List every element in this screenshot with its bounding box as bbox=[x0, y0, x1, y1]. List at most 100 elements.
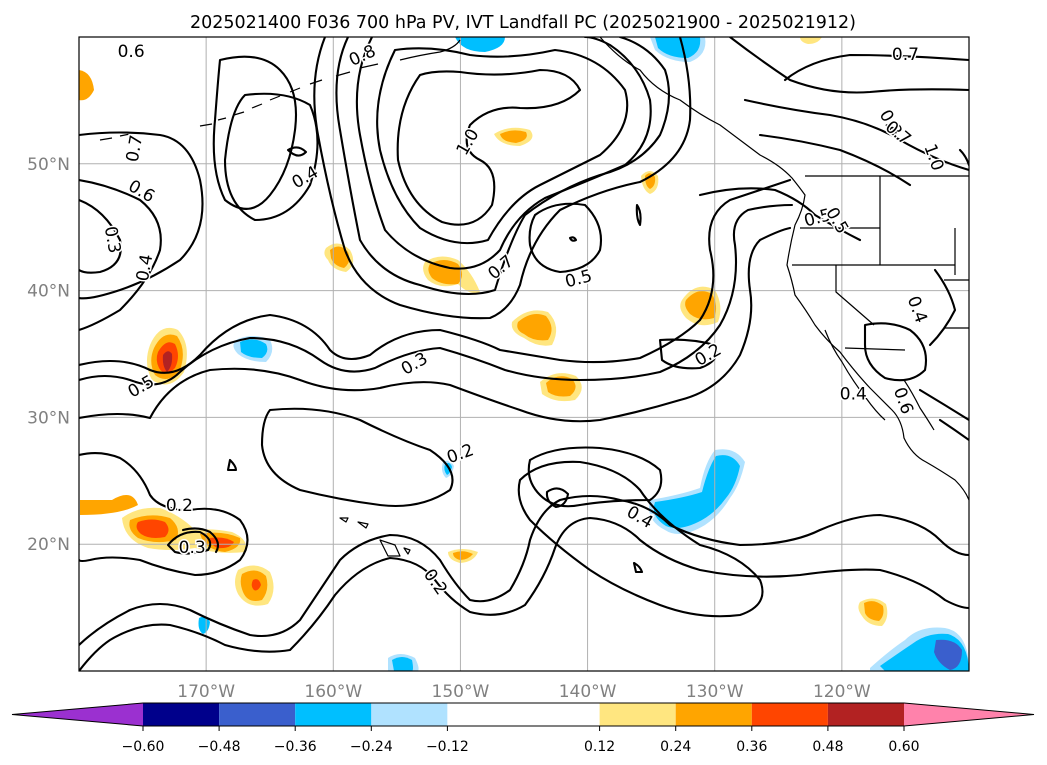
pv-contour bbox=[863, 322, 927, 382]
pv-contour-lines bbox=[79, 37, 969, 671]
colorbar-extend-low bbox=[12, 703, 143, 726]
colorbar-tick-label: −0.12 bbox=[426, 739, 469, 755]
colorbar-tick-label: −0.24 bbox=[350, 739, 393, 755]
pv-contour bbox=[527, 446, 663, 508]
state-boundary bbox=[844, 347, 906, 351]
colorbar-segment bbox=[599, 703, 676, 726]
colorbar-tick-label: 0.60 bbox=[888, 739, 919, 755]
coastline-boundaries bbox=[99, 37, 969, 557]
colorbar-segment bbox=[219, 703, 296, 726]
x-tick-label: 170°W bbox=[177, 682, 235, 702]
pv-contour bbox=[938, 418, 969, 442]
pv-contour bbox=[166, 530, 212, 555]
shaded-anomaly-patches bbox=[79, 37, 969, 671]
pv-contour bbox=[79, 452, 249, 577]
y-tick-label: 20°N bbox=[27, 535, 70, 555]
coastline bbox=[99, 133, 131, 141]
pv-contour bbox=[376, 47, 629, 245]
colorbar-tick-label: 0.12 bbox=[584, 739, 615, 755]
pv-contour bbox=[758, 133, 912, 187]
map-gridlines bbox=[79, 37, 969, 671]
pv-contour bbox=[517, 460, 764, 618]
pv-contour bbox=[286, 146, 308, 157]
pv-contour bbox=[335, 37, 671, 296]
pv-contour bbox=[260, 407, 454, 508]
pv-contour bbox=[635, 203, 642, 227]
pv-contour bbox=[79, 226, 792, 423]
pv-contour bbox=[632, 561, 644, 574]
map-frame bbox=[78, 36, 970, 672]
x-tick-label: 150°W bbox=[432, 682, 490, 702]
x-tick-label: 120°W bbox=[813, 682, 871, 702]
colorbar-segment bbox=[751, 703, 828, 726]
contour-label: 0.7 bbox=[892, 45, 919, 65]
pv-contour bbox=[226, 458, 238, 472]
contour-label: 0.3 bbox=[100, 225, 124, 255]
pv-contour bbox=[79, 178, 792, 374]
pv-contour bbox=[396, 68, 582, 226]
coastline bbox=[903, 379, 935, 431]
positive-anomaly-patch bbox=[79, 37, 888, 626]
colorbar-tick-label: 0.48 bbox=[812, 739, 843, 755]
colorbar-ticks: −0.60 −0.48 −0.36 −0.24 −0.12 0.12 0.24 … bbox=[122, 739, 920, 755]
pv-contour bbox=[783, 53, 969, 82]
pv-contour bbox=[79, 198, 122, 274]
colorbar-tick-label: −0.48 bbox=[198, 739, 241, 755]
y-axis-ticks: 20°N 30°N 40°N 50°N bbox=[27, 155, 70, 555]
x-tick-label: 130°W bbox=[686, 682, 744, 702]
pv-contour bbox=[313, 37, 692, 320]
contour-label: 0.6 bbox=[118, 42, 145, 62]
pv-contour bbox=[223, 92, 319, 222]
pv-contour bbox=[658, 338, 718, 370]
pv-contour bbox=[728, 37, 969, 94]
pv-contour bbox=[79, 131, 204, 300]
pv-contour bbox=[79, 516, 969, 671]
map-area: 0.6 0.80.70.6 0.41.00.30.4 0.7 0.50.50.3 0.20… bbox=[79, 37, 969, 671]
pv-contour bbox=[928, 268, 957, 347]
pv-contour bbox=[79, 203, 794, 386]
island-chain bbox=[199, 63, 379, 127]
colorbar-segment bbox=[447, 703, 600, 726]
pv-contour bbox=[743, 98, 969, 172]
island bbox=[403, 547, 411, 555]
pv-contour bbox=[79, 178, 162, 332]
y-tick-label: 50°N bbox=[27, 155, 70, 175]
coastline bbox=[399, 39, 461, 61]
colorbar-segment bbox=[675, 703, 752, 726]
y-tick-label: 30°N bbox=[27, 408, 70, 428]
island bbox=[339, 517, 349, 523]
y-tick-label: 40°N bbox=[27, 282, 70, 302]
colorbar-tick-label: −0.60 bbox=[122, 739, 165, 755]
island bbox=[357, 521, 369, 529]
colorbar-tick-label: 0.24 bbox=[660, 739, 691, 755]
colorbar-tick-label: −0.36 bbox=[274, 739, 317, 755]
coastline bbox=[599, 37, 969, 501]
contour-label: 0.4 bbox=[840, 385, 867, 405]
x-axis-ticks: 170°W 160°W 150°W 140°W 130°W 120°W bbox=[177, 682, 871, 702]
colorbar-tick-label: 0.36 bbox=[736, 739, 767, 755]
pv-contour bbox=[568, 236, 578, 242]
coastline bbox=[824, 329, 886, 421]
x-tick-label: 140°W bbox=[559, 682, 617, 702]
state-boundary bbox=[835, 265, 875, 326]
pv-contour bbox=[355, 37, 652, 270]
contour-label: 0.3 bbox=[179, 538, 206, 558]
pv-contour bbox=[918, 388, 969, 422]
x-tick-label: 160°W bbox=[304, 682, 362, 702]
pv-contour bbox=[212, 55, 298, 210]
colorbar-segment bbox=[827, 703, 904, 726]
pv-contour bbox=[181, 527, 220, 554]
colorbar-segment bbox=[295, 703, 372, 726]
colorbar bbox=[11, 702, 1035, 731]
contour-label: 0.2 bbox=[166, 496, 193, 516]
negative-anomaly-patch bbox=[198, 37, 969, 671]
colorbar-segment bbox=[143, 703, 220, 726]
chart-title: 2025021400 F036 700 hPa PV, IVT Landfall… bbox=[190, 13, 856, 33]
island bbox=[379, 539, 401, 557]
pv-contour bbox=[545, 487, 570, 509]
colorbar-extend-high bbox=[904, 703, 1034, 726]
pv-contour bbox=[79, 494, 969, 647]
colorbar-segment bbox=[371, 703, 448, 726]
pv-contour bbox=[528, 202, 602, 274]
